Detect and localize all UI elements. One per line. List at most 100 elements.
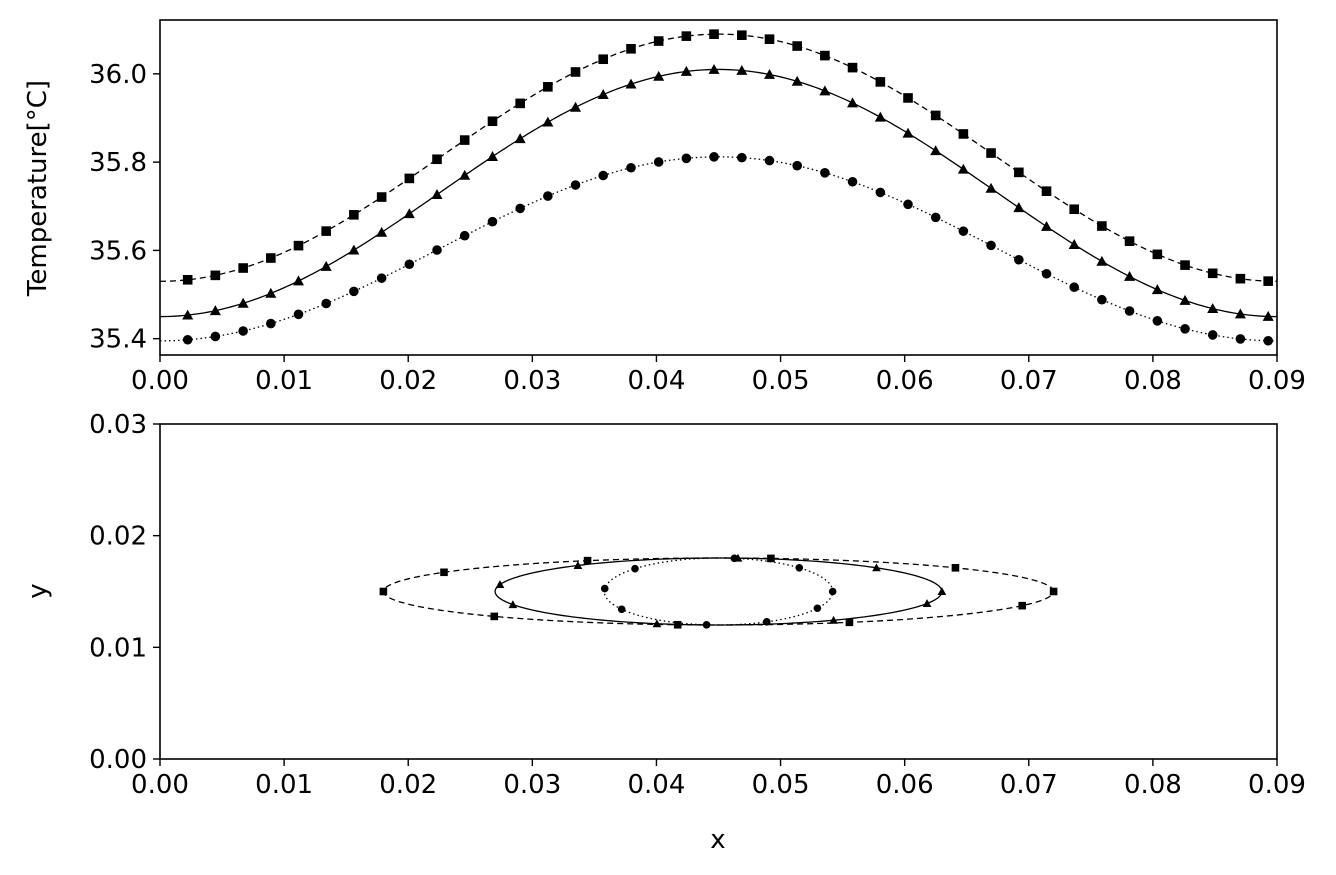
contour-y-tick-label: 0.03 — [89, 410, 147, 440]
temperature-x-tick-label: 0.01 — [255, 366, 313, 396]
temperature-point-triangle — [1207, 303, 1219, 314]
contour-x-tick-label: 0.05 — [752, 770, 810, 800]
contour-point-square — [1049, 587, 1058, 596]
temperature-point-square — [210, 270, 221, 281]
temperature-point-square — [1124, 236, 1135, 246]
contour-point-circle — [795, 564, 804, 572]
temperature-point-triangle — [209, 305, 221, 316]
contour-point-square — [379, 587, 388, 596]
contour-x-tick-label: 0.04 — [627, 770, 685, 800]
contour-x-tick-label: 0.06 — [876, 770, 934, 800]
temperature-point-circle — [1207, 330, 1218, 340]
contour-x-tick-label: 0.01 — [255, 770, 313, 800]
temperature-x-tick-label: 0.09 — [1248, 366, 1306, 396]
temperature-point-triangle — [930, 145, 942, 156]
temperature-point-circle — [875, 187, 886, 198]
contour-y-tick-label: 0.02 — [89, 522, 147, 552]
temperature-point-square — [1152, 249, 1163, 260]
temperature-point-square — [653, 36, 664, 46]
contour-point-square — [1018, 601, 1027, 610]
temperature-point-circle — [432, 245, 442, 255]
temperature-y-tick-label: 35.4 — [89, 325, 147, 355]
temperature-point-triangle — [1234, 308, 1246, 319]
temperature-point-circle — [986, 240, 996, 251]
temperature-point-circle — [487, 216, 498, 227]
contour-point-circle — [828, 587, 837, 596]
contour-point-triangle — [508, 600, 518, 609]
temperature-x-tick-label: 0.06 — [876, 366, 934, 396]
temperature-point-triangle — [514, 133, 526, 144]
temperature-point-triangle — [292, 275, 305, 286]
temperature-point-square — [515, 98, 525, 109]
contour-point-triangle — [495, 580, 505, 589]
temperature-x-tick-label: 0.04 — [627, 366, 685, 396]
temperature-y-axis-label: Temperature[°C] — [23, 80, 53, 297]
contour-y-tick-label: 0.00 — [89, 745, 147, 775]
temperature-point-circle — [958, 226, 969, 236]
temperature-point-square — [570, 67, 581, 77]
contour-point-circle — [702, 621, 711, 629]
temperature-point-triangle — [486, 151, 499, 161]
temperature-point-square — [349, 210, 359, 220]
temperature-x-tick-label: 0.08 — [1124, 366, 1182, 396]
temperature-point-triangle — [597, 89, 609, 99]
contour-x-tick-label: 0.00 — [131, 770, 189, 800]
temperature-point-square — [404, 173, 415, 184]
temperature-point-triangle — [902, 127, 914, 138]
contour-panel: 0.00 0.01 0.02 0.03 0.04 0.05 0.06 0.07 0.08 0.09… — [23, 410, 1306, 855]
temperature-point-triangle — [736, 64, 748, 75]
temperature-point-triangle — [1179, 294, 1191, 305]
contour-point-square — [440, 568, 448, 577]
contour-point-square — [583, 556, 592, 565]
contour-point-circle — [631, 564, 639, 573]
contour-point-circle — [762, 618, 771, 626]
temperature-x-tick-label: 0.00 — [131, 366, 189, 396]
temperature-point-circle — [709, 152, 719, 162]
temperature-point-triangle — [791, 75, 803, 86]
temperature-point-square — [293, 240, 304, 251]
temperature-point-circle — [321, 298, 331, 309]
temperature-point-square — [820, 50, 830, 61]
temperature-point-square — [792, 41, 802, 51]
temperature-point-circle — [515, 203, 525, 214]
temperature-point-triangle — [874, 111, 886, 122]
contour-point-circle — [600, 584, 609, 593]
temperature-point-circle — [1014, 254, 1024, 265]
temperature-point-triangle — [376, 226, 388, 237]
temperature-point-square — [376, 192, 387, 202]
temperature-y-tick-label: 36.0 — [89, 60, 147, 90]
temperature-point-square — [903, 93, 913, 103]
temperature-point-square — [1097, 221, 1107, 231]
temperature-x-tick-label: 0.02 — [379, 366, 437, 396]
contour-point-circle — [617, 605, 626, 614]
contour-point-triangle — [937, 587, 947, 595]
temperature-point-circle — [238, 326, 248, 336]
contour-point-circle — [813, 604, 822, 613]
temperature-point-square — [1235, 273, 1246, 284]
contour-x-tick-label: 0.02 — [379, 770, 437, 800]
temperature-point-circle — [570, 180, 581, 190]
temperature-point-circle — [1263, 335, 1273, 346]
contour-point-square — [845, 618, 854, 627]
temperature-point-square — [543, 82, 553, 92]
temperature-point-triangle — [320, 260, 332, 271]
temperature-point-triangle — [1013, 202, 1025, 213]
contour-point-circle — [730, 554, 739, 563]
temperature-point-triangle — [403, 208, 415, 219]
contour-point-triangle — [922, 599, 932, 608]
temperature-point-triangle — [1124, 270, 1136, 281]
temperature-point-circle — [349, 286, 359, 297]
contour-x-axis-label: x — [710, 825, 725, 855]
temperature-point-circle — [459, 230, 470, 241]
temperature-point-square — [238, 263, 248, 273]
temperature-point-circle — [681, 153, 692, 164]
temperature-point-circle — [404, 259, 415, 270]
contour-point-triangle — [829, 615, 838, 624]
temperature-point-square — [681, 31, 692, 41]
temperature-point-square — [487, 116, 498, 127]
temperature-point-square — [459, 135, 470, 145]
temperature-point-square — [1263, 276, 1273, 286]
temperature-x-tick-label: 0.07 — [1000, 366, 1058, 396]
temperature-point-square — [986, 148, 996, 158]
temperature-point-triangle — [708, 63, 720, 74]
